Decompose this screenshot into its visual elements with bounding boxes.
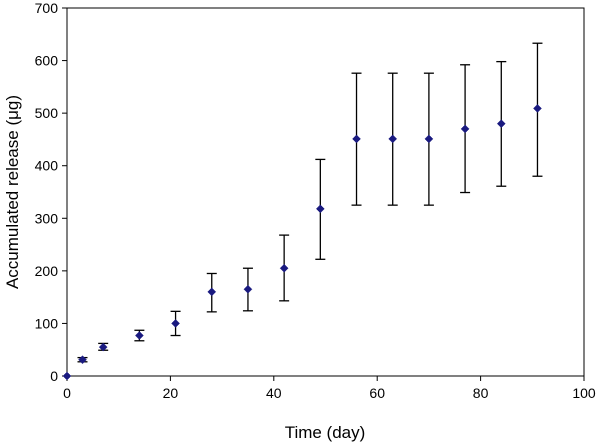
data-point-marker (207, 287, 217, 297)
data-point-marker (62, 371, 72, 381)
y-axis: 0 100 200 300 400 500 600 700 (35, 0, 67, 384)
data-point-marker (135, 331, 144, 340)
data-point-marker (352, 134, 361, 144)
data-point-marker (78, 355, 87, 365)
data-point-marker (243, 284, 253, 294)
data-point-marker (460, 124, 470, 134)
plot-area (66, 7, 585, 377)
data-point-marker (533, 104, 542, 113)
x-tick-label: 100 (572, 385, 596, 401)
x-tick-label: 0 (63, 385, 71, 401)
x-tick-label: 40 (266, 385, 282, 401)
y-tick-label: 400 (35, 158, 59, 174)
data-point-marker (388, 134, 398, 144)
x-tick-label: 80 (473, 385, 489, 401)
data-markers (62, 104, 542, 381)
y-tick-label: 0 (50, 368, 58, 384)
y-tick-label: 100 (35, 315, 59, 331)
y-tick-label: 300 (35, 210, 59, 226)
data-point-marker (98, 342, 108, 352)
y-tick-label: 500 (35, 105, 59, 121)
data-point-marker (315, 204, 325, 214)
x-tick-label: 60 (369, 385, 385, 401)
x-tick-label: 20 (163, 385, 179, 401)
y-tick-label: 700 (35, 0, 59, 16)
data-point-marker (171, 319, 180, 328)
x-axis-title: Time (day) (285, 423, 366, 442)
y-tick-label: 600 (35, 53, 59, 69)
x-axis: 0 20 40 60 80 100 (63, 376, 596, 401)
data-point-marker (279, 263, 289, 273)
y-tick-label: 200 (35, 263, 59, 279)
y-axis-title: Accumulated release (μg) (3, 95, 22, 289)
data-point-marker (424, 134, 434, 144)
data-point-marker (496, 119, 506, 129)
